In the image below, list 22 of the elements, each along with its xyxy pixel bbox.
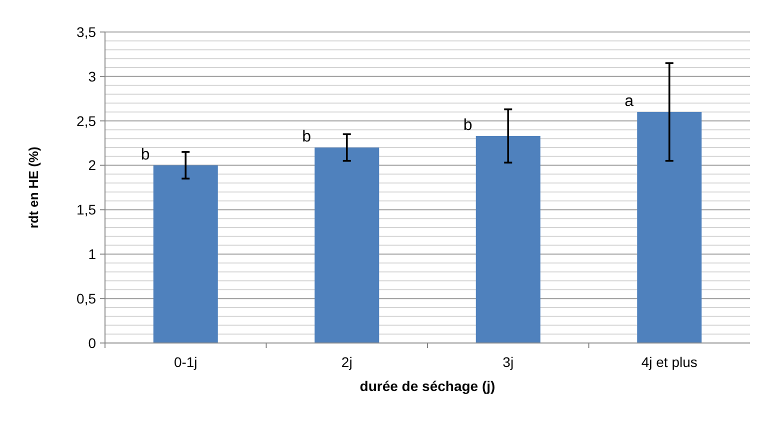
y-tick-label: 3 [88,68,96,84]
bar [153,165,218,343]
x-axis-title: durée de séchage (j) [360,378,496,394]
annotation: b [463,116,472,134]
annotation: b [140,146,150,164]
x-tick-label: 3j [502,354,514,370]
y-tick-label: 2,5 [76,112,96,129]
y-tick-label: 3,5 [76,24,96,40]
x-tick-label: 4j et plus [641,354,698,370]
annotation: b [302,128,312,146]
y-tick-label: 1 [88,246,96,262]
y-tick-label: 0,5 [76,290,96,306]
y-tick-label: 1,5 [76,202,96,218]
bar [476,136,540,343]
y-tick-label: 0 [88,334,96,351]
bar [637,112,702,343]
bar [314,148,380,343]
x-tick-label: 2j [341,354,352,370]
annotation: a [624,92,634,110]
y-tick-label: 2 [88,157,96,174]
x-tick-label: 0-1j [174,354,198,370]
y-axis-title: rdt en HE (%) [26,146,41,228]
